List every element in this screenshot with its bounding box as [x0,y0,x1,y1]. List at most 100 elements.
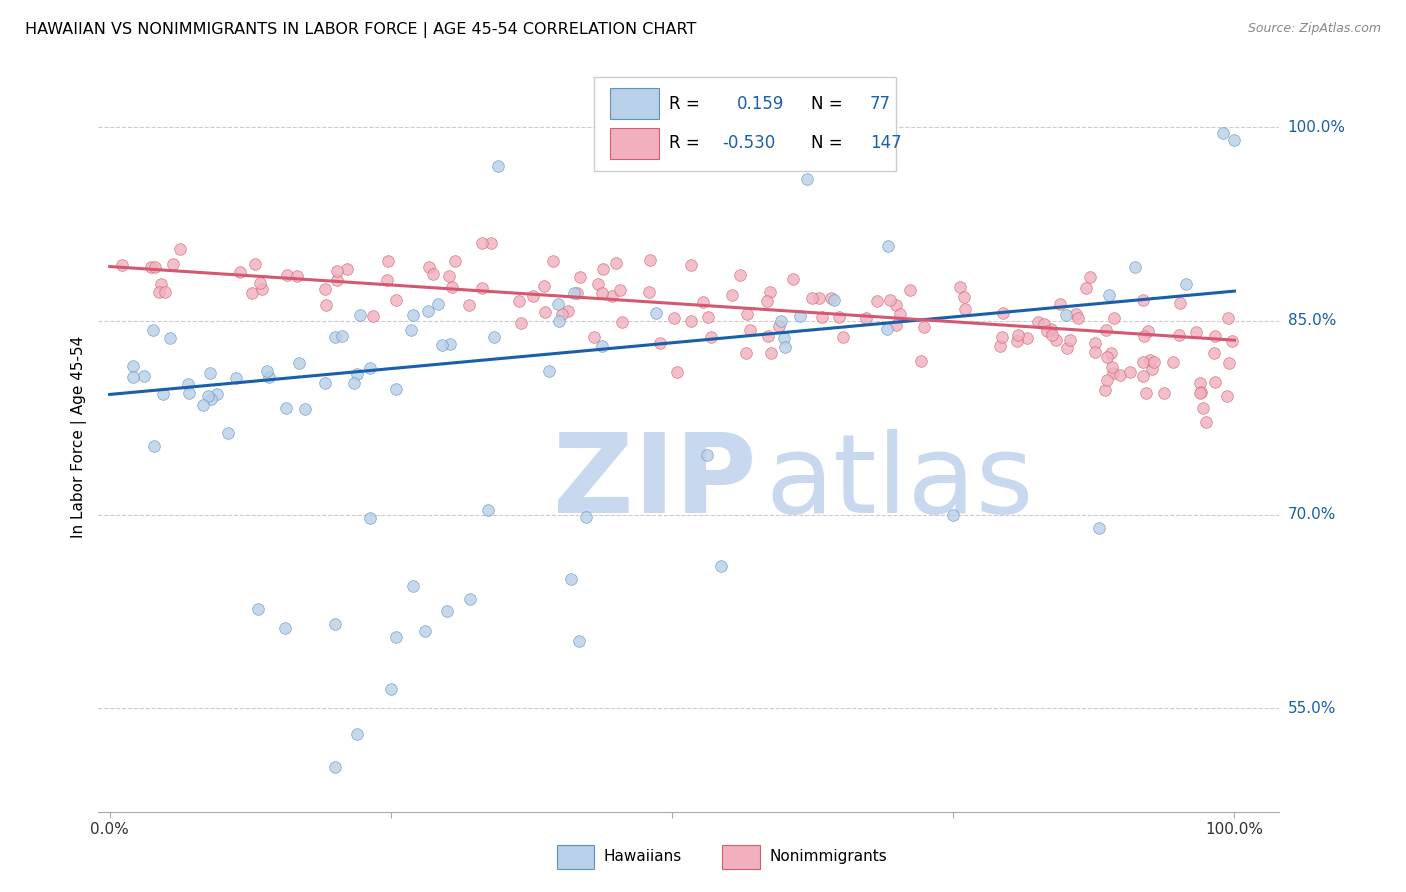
Point [1223,133,1246,147]
Point [1204,375,1226,389]
Point [323,617,346,632]
Text: N =: N = [811,135,848,153]
Point [240,285,263,300]
Point [486,159,509,173]
Point [359,511,381,525]
Point [346,367,368,381]
Point [471,236,494,251]
Point [1059,333,1081,347]
Point [1175,277,1198,291]
Point [1140,362,1163,376]
Point [1056,341,1078,355]
Point [314,282,336,296]
Point [1095,323,1118,337]
Point [600,288,623,302]
Point [153,285,176,300]
Point [557,303,579,318]
Point [721,287,744,301]
Point [1045,333,1067,347]
Point [1216,311,1239,326]
Point [323,330,346,344]
Point [773,341,796,355]
Point [152,386,174,401]
Point [605,255,627,269]
Point [1074,281,1097,295]
Text: Source: ZipAtlas.com: Source: ZipAtlas.com [1247,22,1381,36]
Point [1132,293,1154,308]
Point [740,323,762,337]
Point [401,323,423,337]
Point [508,294,530,309]
Point [610,315,633,329]
Text: 100.0%: 100.0% [1288,120,1346,135]
Point [522,288,544,302]
Point [735,346,758,360]
Point [820,291,842,305]
Point [696,310,718,325]
Point [402,308,425,322]
Point [1153,385,1175,400]
Point [276,268,298,283]
Text: ZIP: ZIP [553,428,756,535]
Point [1168,296,1191,310]
Point [169,243,191,257]
Point [855,311,877,326]
Point [436,605,458,619]
Point [1125,260,1147,274]
Point [591,339,613,353]
Point [285,268,308,283]
Point [730,268,752,283]
Point [533,278,555,293]
Point [1101,359,1123,374]
Point [276,401,298,416]
Point [142,323,165,337]
Point [569,270,592,285]
Point [650,336,672,351]
Point [1204,329,1226,343]
Point [832,330,855,344]
Point [385,382,408,396]
Point [551,307,574,321]
Point [225,370,247,384]
Point [1132,368,1154,383]
Point [432,338,454,352]
Point [548,313,571,327]
Point [385,293,408,308]
Point [1191,401,1213,416]
Text: -0.530: -0.530 [723,135,775,153]
Point [772,331,794,345]
Point [149,277,172,292]
Point [134,369,156,384]
Point [162,257,184,271]
Y-axis label: In Labor Force | Age 45-54: In Labor Force | Age 45-54 [72,336,87,538]
Point [696,448,718,462]
Text: atlas: atlas [766,428,1035,535]
Point [877,239,900,253]
Point [1032,317,1054,331]
Text: N =: N = [811,95,848,112]
Point [1094,384,1116,398]
Text: 55.0%: 55.0% [1288,701,1336,716]
Point [1118,366,1140,380]
Point [359,360,381,375]
Point [1136,325,1159,339]
Point [1080,270,1102,285]
Point [664,310,686,325]
Point [330,329,353,343]
Point [193,398,215,412]
Point [699,330,721,344]
Point [179,386,201,401]
Point [323,759,346,773]
Point [679,258,702,272]
Point [1168,328,1191,343]
Point [756,294,779,309]
Text: 0.159: 0.159 [737,95,785,112]
Point [681,314,703,328]
Point [1135,385,1157,400]
Point [1099,346,1122,360]
Point [537,363,560,377]
Text: R =: R = [669,95,704,112]
Point [402,579,425,593]
Point [1098,287,1121,301]
Point [1084,336,1107,351]
